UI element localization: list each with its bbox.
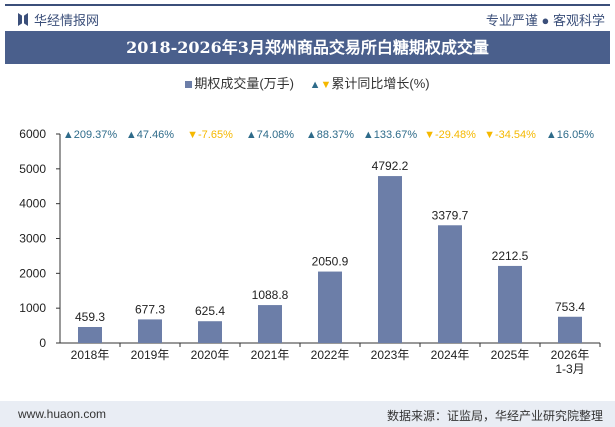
growth-label: ▲209.37% (63, 129, 118, 141)
x-tick-label: 1-3月 (555, 362, 584, 376)
website: www.huaon.com (18, 407, 107, 421)
bar (498, 265, 522, 343)
value-label: 753.4 (555, 300, 585, 314)
x-tick-label: 2023年 (371, 348, 410, 362)
bar (138, 319, 162, 343)
slogan: 专业严谨 ● 客观科学 (485, 13, 605, 28)
growth-label: ▲16.05% (546, 129, 594, 141)
top-rule (5, 4, 610, 6)
brand-name: 华经情报网 (34, 13, 100, 28)
x-tick-label: 2021年 (251, 348, 290, 362)
value-label: 625.4 (195, 304, 225, 318)
chart-title: 2018-2026年3月郑州商品交易所白糖期权成交量 (5, 31, 610, 64)
x-tick-label: 2022年 (311, 348, 350, 362)
growth-label: ▼-7.65% (187, 129, 233, 141)
triangle-up-icon: ▲ (309, 79, 321, 91)
x-tick-label: 2024年 (431, 348, 470, 362)
x-tick-label: 2026年 (551, 348, 590, 362)
growth-label: ▲133.67% (363, 129, 418, 141)
growth-label: ▲88.37% (306, 129, 354, 141)
value-label: 2212.5 (492, 249, 529, 263)
y-tick-label: 6000 (19, 127, 46, 141)
legend-growth: ▲▼累计同比增长(%) (310, 76, 430, 91)
value-label: 4792.2 (372, 159, 409, 173)
square-icon (185, 81, 193, 88)
value-label: 2050.9 (312, 255, 349, 269)
brand: 华经情报网 (18, 10, 99, 29)
x-tick-label: 2018年 (71, 348, 110, 362)
bar (78, 327, 102, 343)
y-tick-label: 5000 (19, 162, 46, 176)
x-tick-label: 2020年 (191, 348, 230, 362)
legend-growth-label: 累计同比增长(%) (331, 76, 430, 91)
footer: www.huaon.com 数据来源：证监局，华经产业研究院整理 (0, 401, 615, 427)
value-label: 1088.8 (252, 288, 289, 302)
x-tick-label: 2025年 (491, 348, 530, 362)
growth-label: ▼-34.54% (484, 129, 536, 141)
y-tick-label: 4000 (19, 197, 46, 211)
bar (258, 305, 282, 343)
bar (198, 321, 222, 343)
legend-volume-label: 期权成交量(万手) (194, 76, 295, 91)
growth-label: ▲74.08% (246, 129, 294, 141)
data-source: 数据来源：证监局，华经产业研究院整理 (386, 409, 603, 423)
legend: 期权成交量(万手) ▲▼累计同比增长(%) (0, 73, 615, 92)
value-label: 3379.7 (432, 208, 469, 222)
value-label: 677.3 (135, 302, 165, 316)
triangle-down-icon: ▼ (320, 79, 332, 91)
growth-label: ▲47.46% (126, 129, 174, 141)
bar (318, 271, 342, 343)
bar (438, 225, 462, 343)
bar (378, 176, 402, 343)
legend-volume: 期权成交量(万手) (185, 76, 294, 91)
y-tick-label: 2000 (19, 266, 46, 280)
bar (558, 316, 582, 343)
y-tick-label: 0 (39, 336, 46, 350)
value-label: 459.3 (75, 310, 105, 324)
x-tick-label: 2019年 (131, 348, 170, 362)
y-tick-label: 3000 (19, 232, 46, 246)
y-tick-label: 1000 (19, 301, 46, 315)
growth-label: ▼-29.48% (424, 129, 476, 141)
